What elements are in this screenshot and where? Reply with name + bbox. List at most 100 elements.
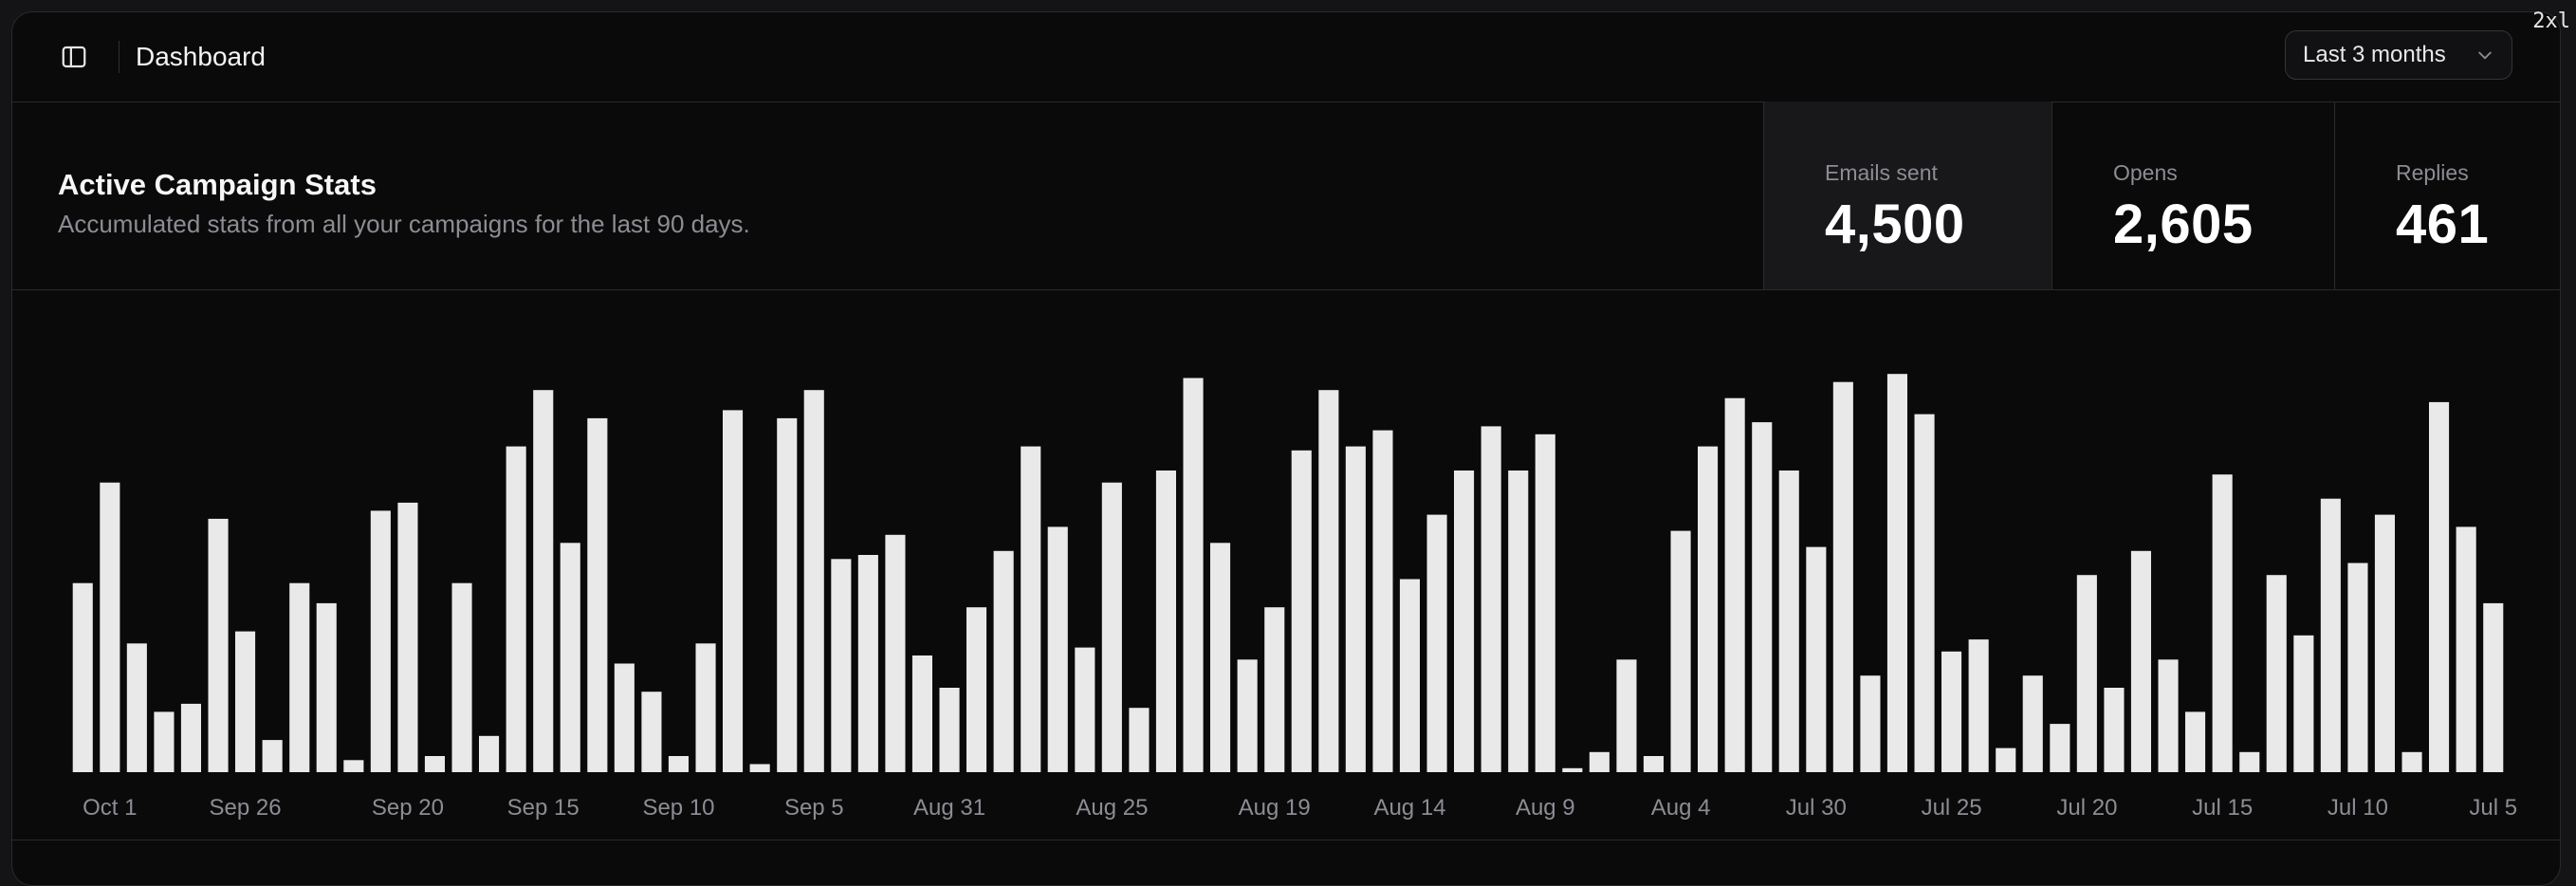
chart-bar[interactable] [126,643,147,772]
chart-bar[interactable] [2076,575,2097,772]
chart-bar[interactable] [2347,563,2368,773]
chart-bar[interactable] [2401,751,2422,772]
chart-bar[interactable] [966,607,987,772]
chart-bar[interactable] [723,410,744,772]
x-tick-label: Sep 5 [784,795,844,821]
x-tick-label: Jul 20 [2056,795,2117,821]
chart-bar[interactable] [1155,471,1176,772]
stat-emails-sent[interactable]: Emails sent 4,500 [1763,102,2052,289]
chart-bar[interactable] [2022,675,2043,772]
chart-bar[interactable] [1508,471,1529,772]
chart-bar[interactable] [2185,711,2206,772]
chart-bar[interactable] [1021,446,1041,772]
chart-bar[interactable] [479,735,500,772]
chart-bar[interactable] [1372,430,1393,772]
chart-bar[interactable] [424,756,445,772]
chart-bar[interactable] [1670,530,1691,772]
chart-bar[interactable] [1562,767,1583,772]
chart-bar[interactable] [1996,748,2016,772]
chart-bar[interactable] [2320,498,2341,772]
chart-bar[interactable] [154,711,175,772]
chart-bar[interactable] [2293,635,2314,772]
chart-bar[interactable] [1210,543,1231,772]
chart-bar[interactable] [1806,546,1827,772]
chart-bar[interactable] [777,417,798,772]
chart-bar[interactable] [1345,446,1366,772]
chart-bar[interactable] [885,534,906,772]
stat-replies[interactable]: Replies 461 [2334,102,2560,289]
chart-bar[interactable] [208,518,229,772]
chart-bar[interactable] [2239,751,2260,772]
chart-bar[interactable] [235,631,256,772]
chart-bar[interactable] [1643,756,1664,772]
chart-bar[interactable] [1778,471,1799,772]
chart-bar[interactable] [1535,434,1555,772]
chart-bar[interactable] [560,543,580,772]
chart-bar[interactable] [2104,688,2125,772]
chart-bar[interactable] [2429,401,2450,772]
chart-bar[interactable] [316,602,337,772]
chart-bar[interactable] [2456,526,2476,772]
chart-bar[interactable] [1047,526,1068,772]
chart-bar[interactable] [668,756,689,772]
chart-bar[interactable] [695,643,716,772]
chart-bar[interactable] [2158,659,2179,772]
chart-bar[interactable] [506,446,526,772]
chart-bar[interactable] [857,555,878,772]
chart-bar[interactable] [1860,675,1881,772]
chart-bar[interactable] [533,390,554,772]
chart-bar[interactable] [1914,414,1935,772]
chart-bar[interactable] [343,760,364,772]
chart-bar[interactable] [1318,390,1339,772]
chart-bar[interactable] [1752,422,1773,772]
chart-bar[interactable] [1399,579,1420,773]
chart-bar[interactable] [1724,397,1745,772]
header-divider [119,41,120,73]
chart-bar[interactable] [2483,602,2504,772]
chart-bar[interactable] [2266,575,2287,772]
chart-bar[interactable] [180,703,201,772]
chart-bar[interactable] [939,688,960,772]
chart-bar[interactable] [2050,724,2070,772]
chart-bar[interactable] [100,482,120,772]
chart-bar[interactable] [1941,651,1962,772]
chart-bar[interactable] [2212,474,2233,772]
chart-bar[interactable] [803,390,824,772]
chart-bar[interactable] [1589,751,1610,772]
chart-bar[interactable] [1264,607,1285,772]
chart-bar[interactable] [1832,381,1853,772]
chart-bar[interactable] [262,740,283,772]
chevron-down-icon [2478,51,2492,60]
chart-bar[interactable] [587,417,608,772]
chart-bar[interactable] [1968,639,1989,772]
chart-bar[interactable] [641,692,662,772]
chart-bar[interactable] [749,764,770,773]
chart-bar[interactable] [1616,659,1637,772]
chart-bar[interactable] [1183,378,1204,773]
chart-bar[interactable] [72,582,93,772]
chart-bar[interactable] [1426,514,1447,772]
chart-bar[interactable] [370,510,391,772]
chart-bar[interactable] [2374,514,2395,772]
chart-bar[interactable] [831,559,852,772]
chart-bar[interactable] [1886,374,1907,772]
chart-bar[interactable] [993,550,1014,772]
chart-bar[interactable] [1237,659,1258,772]
chart-bar[interactable] [2130,550,2151,772]
chart-bar[interactable] [451,582,472,772]
chart-bar[interactable] [1454,471,1475,772]
chart-bar[interactable] [911,655,932,772]
chart-bar[interactable] [1481,426,1501,772]
chart-bar[interactable] [1075,647,1095,772]
x-tick-label: Jul 5 [2469,795,2517,821]
chart-bar[interactable] [614,663,635,773]
chart-bar[interactable] [1129,708,1150,772]
time-range-select[interactable]: Last 3 months [2285,30,2512,80]
stat-opens[interactable]: Opens 2,605 [2052,102,2334,289]
sidebar-toggle-button[interactable] [58,41,90,73]
chart-bar[interactable] [1291,450,1312,772]
chart-bar[interactable] [1698,446,1719,772]
chart-bar[interactable] [1101,482,1122,772]
chart-bar[interactable] [289,582,310,772]
chart-bar[interactable] [397,502,418,772]
